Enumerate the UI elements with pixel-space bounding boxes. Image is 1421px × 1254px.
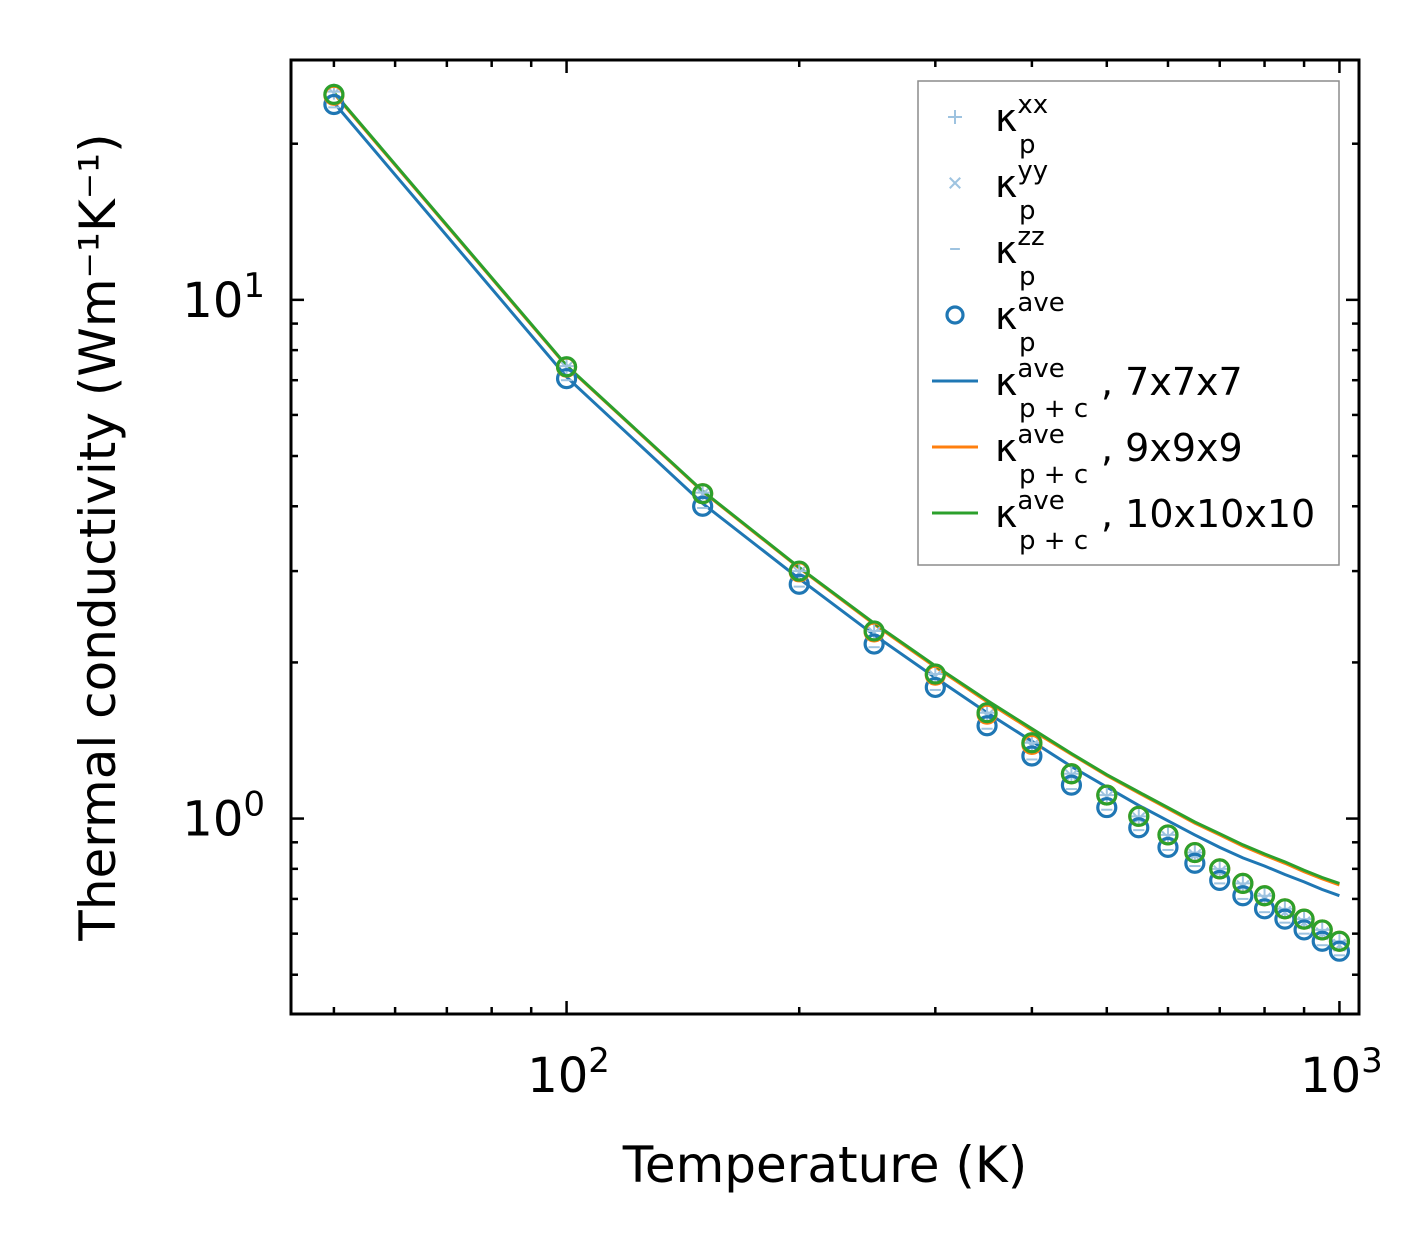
legend-entry-5: κave p + c, 9x9x9 (932, 420, 1243, 490)
data-point (1159, 826, 1176, 843)
legend-label: κave p + c, 7x7x7 (995, 354, 1243, 424)
data-point (1314, 921, 1331, 938)
data-point (1186, 844, 1203, 861)
y-axis-label: Thermal conductivity (Wm⁻¹K⁻¹) (69, 133, 127, 941)
data-point (1021, 732, 1043, 754)
legend-entry-3: κave p (945, 288, 1065, 358)
data-point (1253, 898, 1276, 920)
data-point (1209, 858, 1231, 880)
data-point (323, 83, 345, 105)
x-tick-label-0: 102 (527, 1041, 610, 1104)
legend-label: κzz p (995, 222, 1045, 292)
data-point (976, 715, 998, 737)
series-markers-3 (323, 93, 1351, 962)
legend-marker-swatch (945, 305, 965, 325)
data-point (1234, 875, 1251, 892)
data-point (1232, 872, 1254, 894)
series-line-8 (332, 91, 1340, 885)
legend-entry-6: κave p + c, 10x10x10 (932, 486, 1315, 556)
data-point (1157, 836, 1179, 858)
data-point (558, 358, 575, 375)
data-point (323, 93, 345, 116)
data-point (788, 560, 810, 582)
data-point (1211, 860, 1228, 877)
ticks-layer (291, 60, 1359, 1014)
data-point (1328, 930, 1351, 952)
data-point (1157, 824, 1179, 846)
data-point (976, 702, 998, 724)
data-point (555, 368, 578, 390)
data-point (1296, 911, 1313, 928)
data-point (1253, 885, 1276, 907)
plot-frame (289, 58, 1361, 1016)
data-point (692, 483, 714, 505)
data-point (1311, 919, 1333, 941)
data-point (1128, 805, 1150, 827)
data-point (863, 633, 885, 655)
data-point (1209, 869, 1231, 891)
data-point (1021, 745, 1043, 767)
data-point (1063, 765, 1080, 782)
data-point (788, 573, 810, 595)
data-point (555, 356, 578, 378)
x-axis-label: Temperature (K) (622, 1136, 1027, 1194)
data-point (1096, 796, 1118, 819)
data-point (1184, 841, 1206, 864)
data-point (1096, 784, 1118, 806)
legend-entry-4: κave p + c, 7x7x7 (932, 354, 1243, 424)
data-point (863, 620, 885, 642)
legend-label: κave p (995, 288, 1065, 358)
data-point (1128, 817, 1150, 839)
series-layer (323, 83, 1351, 962)
series-markers-0 (325, 83, 1348, 950)
data-point (924, 676, 946, 699)
data-point (1130, 808, 1147, 825)
legend-label: κyy p (995, 156, 1048, 226)
legend-label: κxx p (995, 90, 1048, 160)
legend-frame (917, 80, 1340, 566)
y-tick-label-0: 100 (182, 785, 265, 848)
data-point (1098, 787, 1115, 804)
legend-entry-0: κxx p (948, 90, 1048, 160)
series-line-6 (332, 101, 1340, 898)
data-point (1328, 940, 1351, 962)
data-point (1293, 908, 1315, 930)
data-point (1232, 885, 1254, 907)
series-markers-2 (328, 106, 1346, 957)
data-point (1060, 774, 1083, 796)
data-point (1274, 898, 1296, 920)
data-point (924, 663, 946, 685)
data-point (1060, 763, 1083, 785)
legend-entry-1: κyy p (949, 156, 1048, 226)
data-point (692, 495, 714, 517)
y-tick-label-1: 101 (182, 266, 265, 329)
legend-marker-swatch (949, 177, 961, 189)
legend-marker-swatch (948, 110, 962, 124)
legend-entry-2: κzz p (950, 222, 1045, 292)
data-point (1184, 852, 1206, 874)
legend-label: κave p + c, 10x10x10 (995, 486, 1315, 556)
series-markers-5 (323, 83, 1351, 952)
tick-labels: 102 103 100 101 (182, 266, 1383, 1104)
legend-label: κave p + c, 9x9x9 (995, 420, 1243, 490)
x-tick-label-1: 103 (1300, 1041, 1383, 1104)
